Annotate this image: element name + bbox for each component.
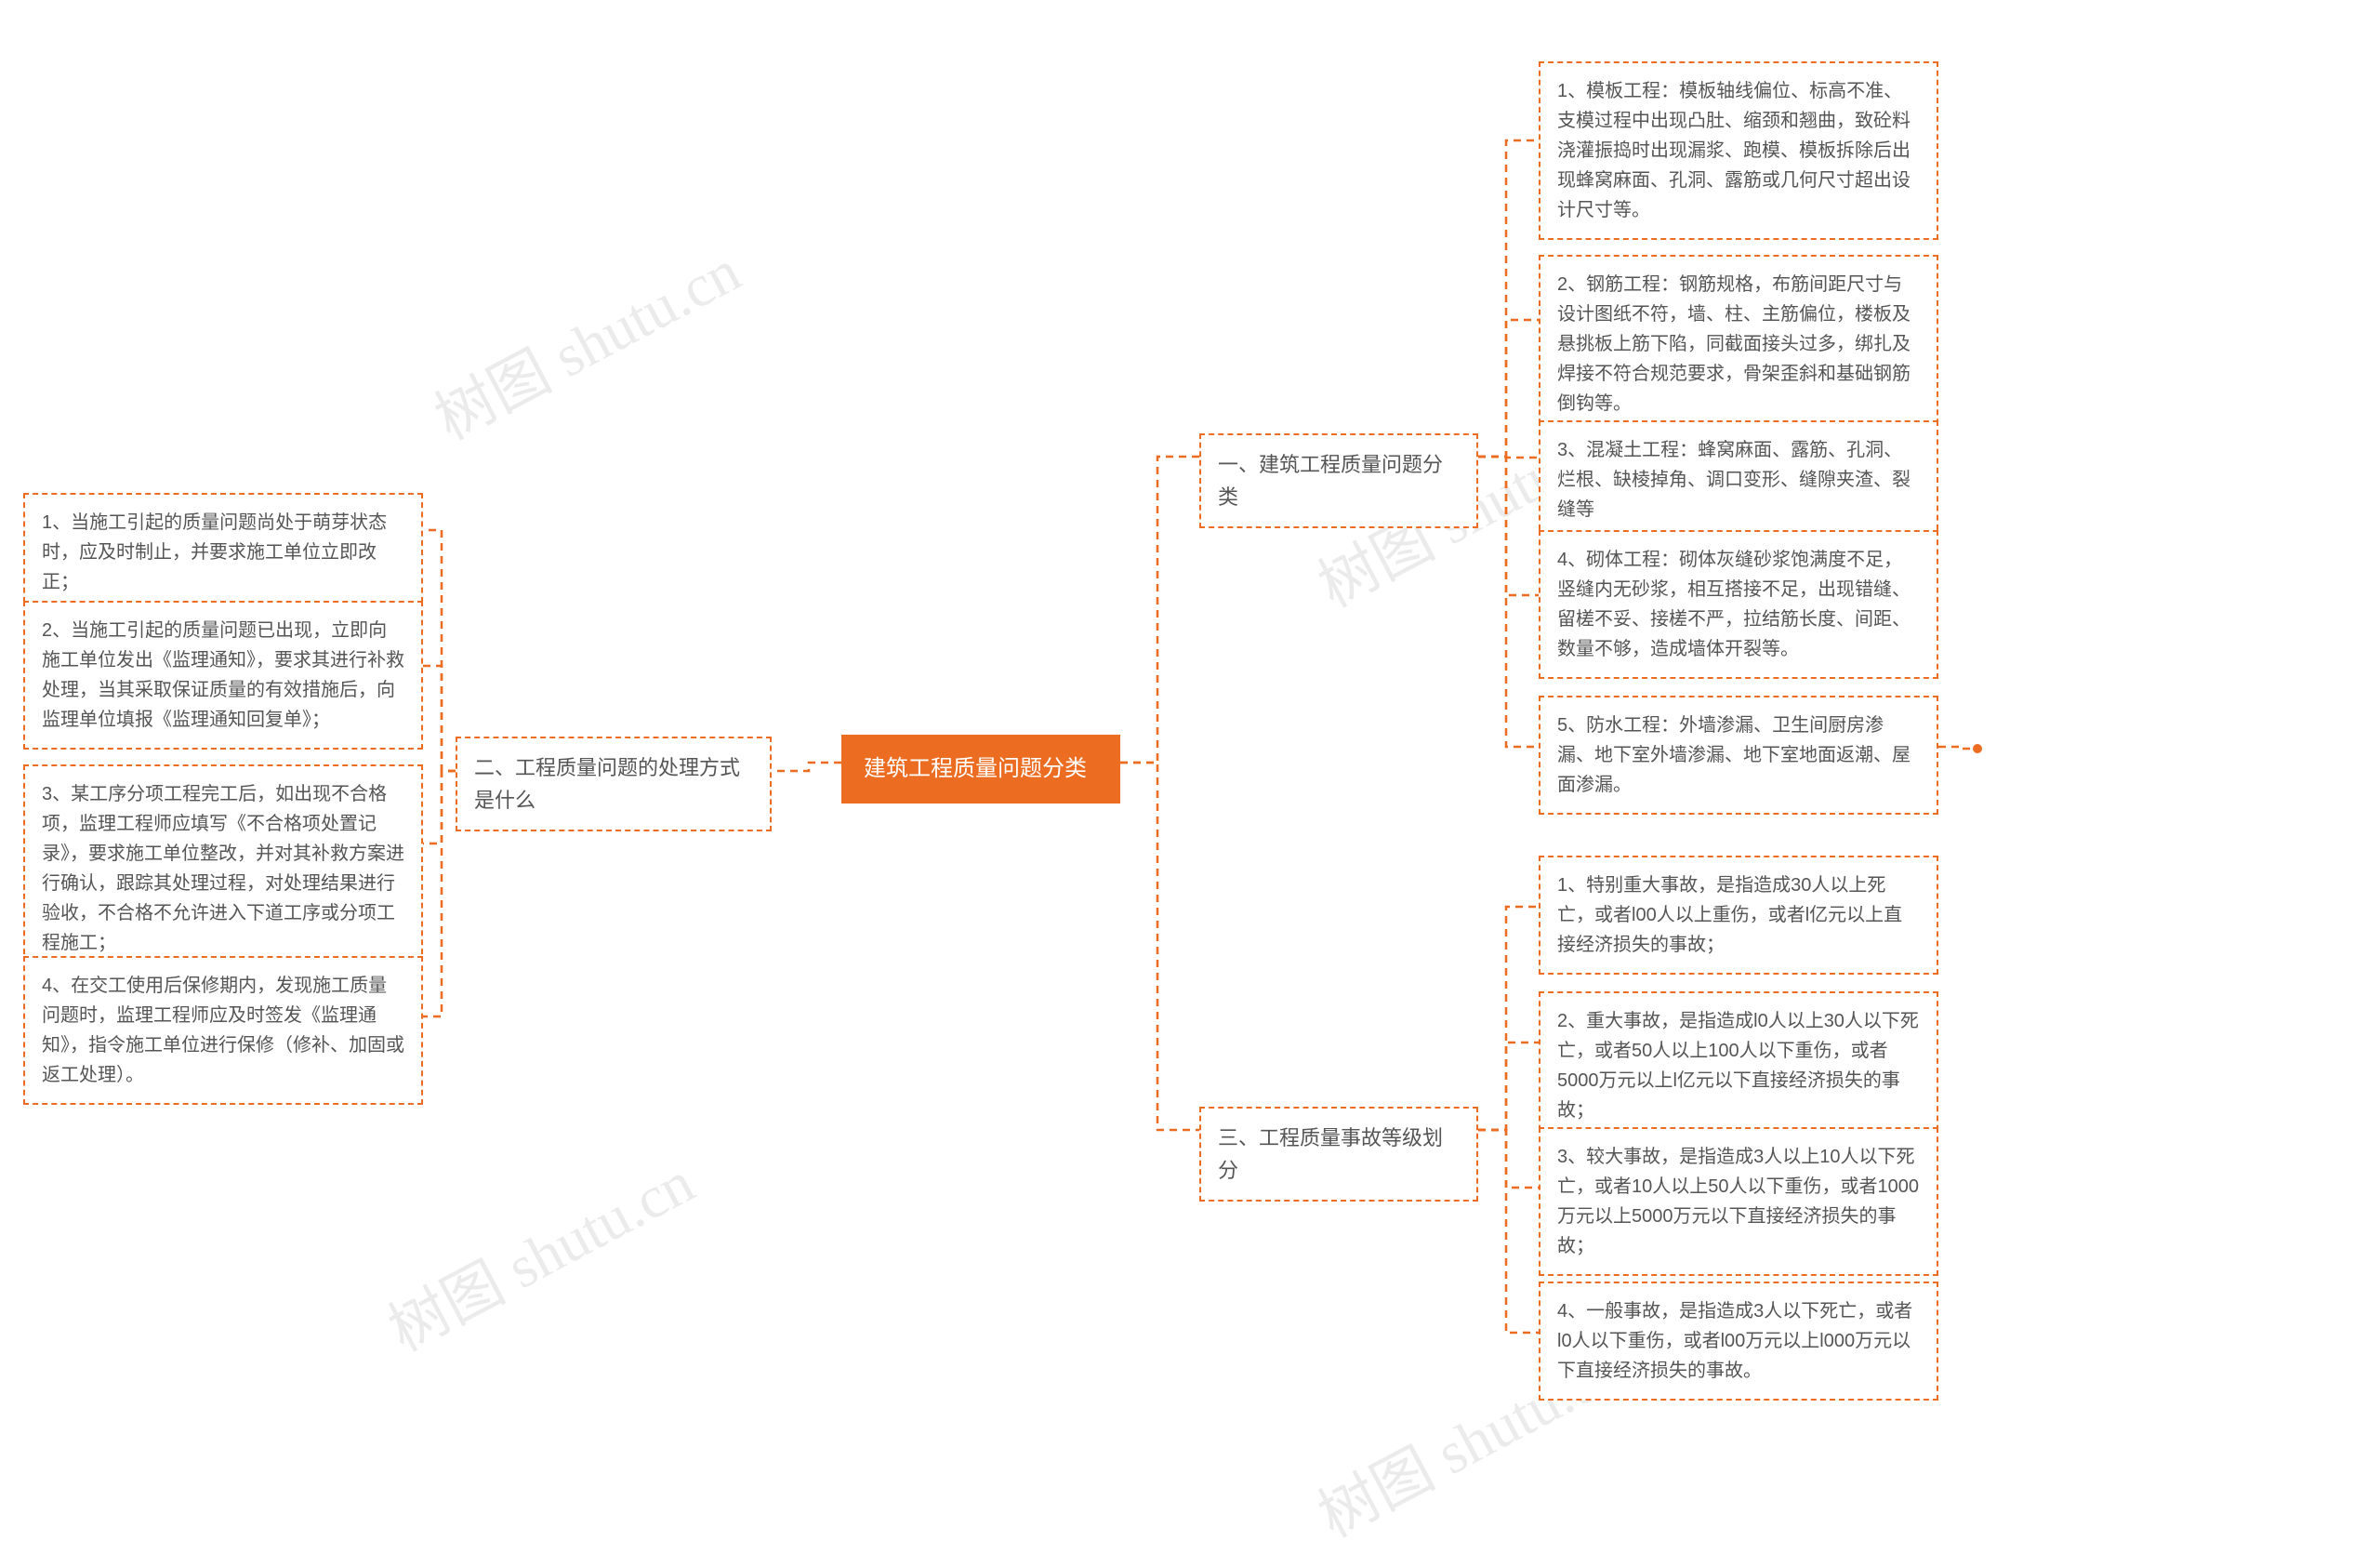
leaf-node[interactable]: 5、防水工程：外墙渗漏、卫生间厨房渗漏、地下室外墙渗漏、地下室地面返潮、屋面渗漏… xyxy=(1539,696,1938,815)
leaf-node[interactable]: 2、钢筋工程：钢筋规格，布筋间距尺寸与设计图纸不符，墙、柱、主筋偏位，楼板及悬挑… xyxy=(1539,255,1938,433)
leaf-node[interactable]: 1、当施工引起的质量问题尚处于萌芽状态时，应及时制止，并要求施工单位立即改正； xyxy=(23,493,423,612)
leaf-node[interactable]: 2、重大事故，是指造成l0人以上30人以下死亡，或者50人以上100人以下重伤，… xyxy=(1539,991,1938,1140)
collapse-dot[interactable] xyxy=(1973,744,1982,753)
leaf-node[interactable]: 4、在交工使用后保修期内，发现施工质量问题时，监理工程师应及时签发《监理通知》，… xyxy=(23,956,423,1105)
mindmap-canvas: 树图 shutu.cn 树图 shutu.cn 树图 shutu.cn 树图 s… xyxy=(0,0,2380,1526)
leaf-node[interactable]: 3、某工序分项工程完工后，如出现不合格项，监理工程师应填写《不合格项处置记录》，… xyxy=(23,764,423,973)
leaf-node[interactable]: 2、当施工引起的质量问题已出现，立即向施工单位发出《监理通知》，要求其进行补救处… xyxy=(23,601,423,750)
leaf-node[interactable]: 3、较大事故，是指造成3人以上10人以下死亡，或者10人以上50人以下重伤，或者… xyxy=(1539,1127,1938,1276)
leaf-node[interactable]: 1、模板工程：模板轴线偏位、标高不准、支模过程中出现凸肚、缩颈和翘曲，致砼料浇灌… xyxy=(1539,61,1938,240)
leaf-node[interactable]: 1、特别重大事故，是指造成30人以上死亡，或者l00人以上重伤，或者l亿元以上直… xyxy=(1539,856,1938,975)
connectors xyxy=(0,0,2380,1526)
leaf-node[interactable]: 4、砌体工程：砌体灰缝砂浆饱满度不足，竖缝内无砂浆，相互搭接不足，出现错缝、留槎… xyxy=(1539,530,1938,679)
branch-node-2[interactable]: 二、工程质量问题的处理方式是什么 xyxy=(456,737,772,831)
leaf-node[interactable]: 4、一般事故，是指造成3人以下死亡，或者l0人以下重伤，或者l00万元以上l00… xyxy=(1539,1282,1938,1401)
center-node[interactable]: 建筑工程质量问题分类 xyxy=(841,735,1120,804)
branch-node-3[interactable]: 三、工程质量事故等级划分 xyxy=(1199,1107,1478,1202)
watermark: 树图 shutu.cn xyxy=(417,224,752,457)
leaf-node[interactable]: 3、混凝土工程：蜂窝麻面、露筋、孔洞、烂根、缺棱掉角、调口变形、缝隙夹渣、裂缝等 xyxy=(1539,420,1938,539)
watermark: 树图 shutu.cn xyxy=(371,1136,706,1368)
branch-node-1[interactable]: 一、建筑工程质量问题分类 xyxy=(1199,433,1478,528)
